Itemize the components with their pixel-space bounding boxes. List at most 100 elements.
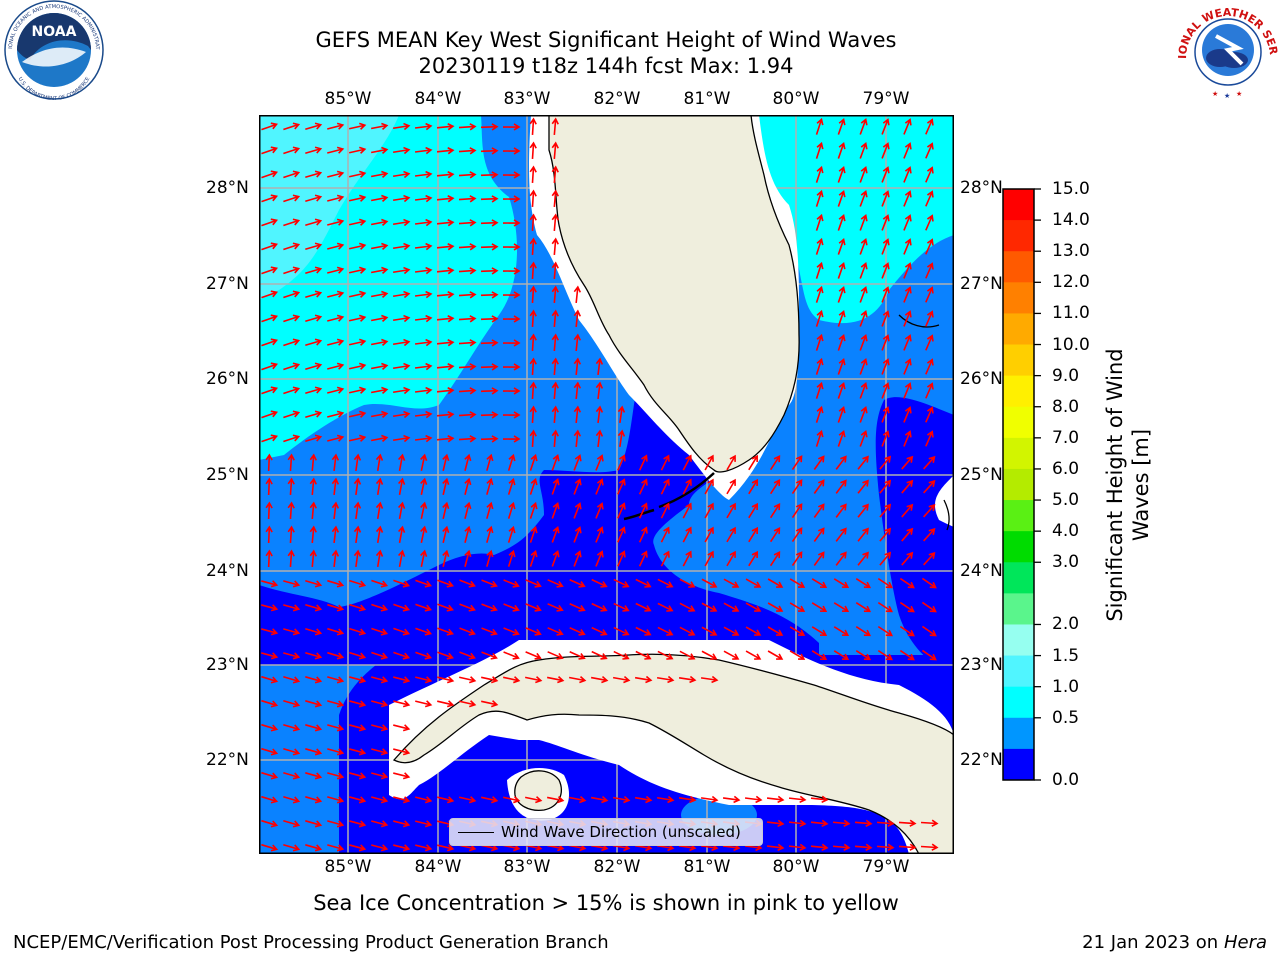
wave-direction-arrow — [349, 603, 367, 612]
wave-direction-arrow — [415, 651, 433, 660]
wave-direction-arrow — [857, 527, 869, 542]
wave-direction-arrow — [837, 333, 846, 351]
wave-direction-arrow — [327, 194, 345, 202]
wave-direction-arrow — [327, 170, 345, 178]
wave-direction-arrow — [551, 189, 559, 208]
wave-direction-arrow — [529, 453, 538, 471]
wave-direction-arrow — [392, 194, 411, 203]
map-frame — [259, 115, 954, 854]
wave-direction-arrow — [591, 650, 608, 660]
wave-direction-arrow — [283, 699, 301, 708]
wave-direction-arrow — [704, 478, 714, 495]
wave-direction-arrow — [265, 501, 273, 520]
wave-direction-arrow — [486, 549, 494, 567]
wave-direction-arrow — [748, 550, 759, 567]
wave-direction-arrow — [371, 724, 389, 732]
wave-direction-arrow — [879, 455, 892, 470]
wave-direction-arrow — [481, 579, 498, 588]
wave-direction-arrow — [547, 651, 564, 660]
lat-label-right: 22°N — [960, 750, 1003, 770]
wave-direction-arrow — [305, 796, 323, 804]
wave-direction-arrow — [591, 578, 608, 588]
wave-direction-arrow — [899, 601, 915, 613]
wave-direction-arrow — [502, 147, 521, 155]
wave-direction-arrow — [502, 219, 521, 227]
wave-direction-arrow — [261, 723, 279, 732]
wave-direction-arrow — [903, 166, 912, 183]
map-title: GEFS MEAN Key West Significant Height of… — [315, 28, 897, 52]
lat-label-left: 22°N — [206, 750, 249, 770]
wave-direction-arrow — [349, 579, 367, 588]
wave-direction-arrow — [437, 579, 454, 588]
wave-direction-arrow — [573, 526, 582, 543]
wave-direction-arrow — [503, 796, 521, 804]
wave-direction-arrow — [371, 579, 389, 588]
wave-direction-arrow — [921, 601, 937, 613]
svg-text:★: ★ — [1224, 92, 1230, 100]
wave-direction-arrow — [305, 362, 323, 370]
wave-direction-arrow — [353, 525, 362, 544]
wave-direction-arrow — [331, 549, 340, 568]
wave-direction-arrow — [617, 526, 626, 543]
wave-direction-arrow — [480, 411, 499, 419]
lat-label-right: 26°N — [960, 369, 1003, 389]
wave-direction-arrow — [595, 429, 604, 448]
wave-direction-arrow — [879, 479, 892, 494]
wave-direction-arrow — [726, 550, 736, 567]
wave-direction-arrow — [881, 214, 890, 231]
wave-direction-arrow — [881, 382, 890, 399]
wave-direction-arrow — [458, 219, 477, 227]
wave-direction-arrow — [595, 526, 604, 543]
wave-direction-arrow — [617, 478, 626, 495]
wave-direction-arrow — [458, 411, 477, 419]
wave-direction-arrow — [791, 455, 803, 471]
wave-direction-arrow — [921, 649, 937, 661]
wave-direction-arrow — [507, 501, 516, 519]
wave-direction-arrow — [415, 820, 433, 828]
wave-direction-arrow — [638, 478, 648, 495]
wave-direction-arrow — [349, 796, 367, 804]
wave-direction-arrow — [723, 602, 740, 612]
colorbar-tick-label: 14.0 — [1052, 210, 1090, 231]
wave-direction-arrow — [503, 579, 520, 588]
wave-direction-arrow — [529, 357, 537, 376]
wave-direction-arrow — [745, 602, 762, 612]
wave-direction-arrow — [568, 796, 587, 804]
wave-direction-arrow — [261, 362, 279, 371]
wave-direction-arrow — [704, 454, 714, 471]
wave-direction-arrow — [480, 267, 499, 275]
wave-direction-arrow — [414, 170, 433, 179]
wave-direction-arrow — [349, 820, 367, 828]
wave-direction-arrow — [744, 795, 763, 804]
wave-direction-arrow — [305, 580, 323, 588]
wave-direction-arrow — [859, 262, 868, 279]
wave-direction-arrow — [349, 266, 367, 274]
wave-direction-arrow — [309, 525, 317, 544]
wave-direction-arrow — [613, 626, 630, 636]
wave-direction-arrow — [480, 339, 499, 347]
wave-direction-arrow — [502, 387, 521, 395]
wave-direction-arrow — [393, 748, 411, 756]
wave-direction-arrow — [635, 578, 652, 588]
wave-direction-arrow — [657, 578, 674, 588]
wave-direction-arrow — [371, 820, 389, 828]
wave-direction-arrow — [634, 795, 653, 804]
wave-direction-arrow — [327, 796, 345, 804]
wave-direction-arrow — [925, 214, 934, 231]
wave-direction-arrow — [370, 170, 389, 178]
wave-direction-arrow — [859, 142, 868, 159]
wave-direction-arrow — [305, 724, 323, 732]
wave-direction-arrow — [634, 675, 653, 684]
lon-label-top: 79°W — [862, 89, 910, 109]
wave-direction-arrow — [679, 626, 696, 636]
wave-direction-arrow — [745, 578, 762, 588]
wave-direction-arrow — [635, 650, 652, 660]
colorbar-tick-label: 13.0 — [1052, 241, 1090, 262]
wave-direction-arrow — [881, 118, 890, 135]
wave-direction-arrow — [283, 843, 301, 852]
wave-direction-arrow — [546, 676, 565, 684]
wave-direction-arrow — [353, 453, 362, 472]
wave-direction-arrow — [854, 819, 873, 827]
florida-keys — [623, 472, 715, 521]
wave-direction-arrow — [481, 627, 498, 636]
